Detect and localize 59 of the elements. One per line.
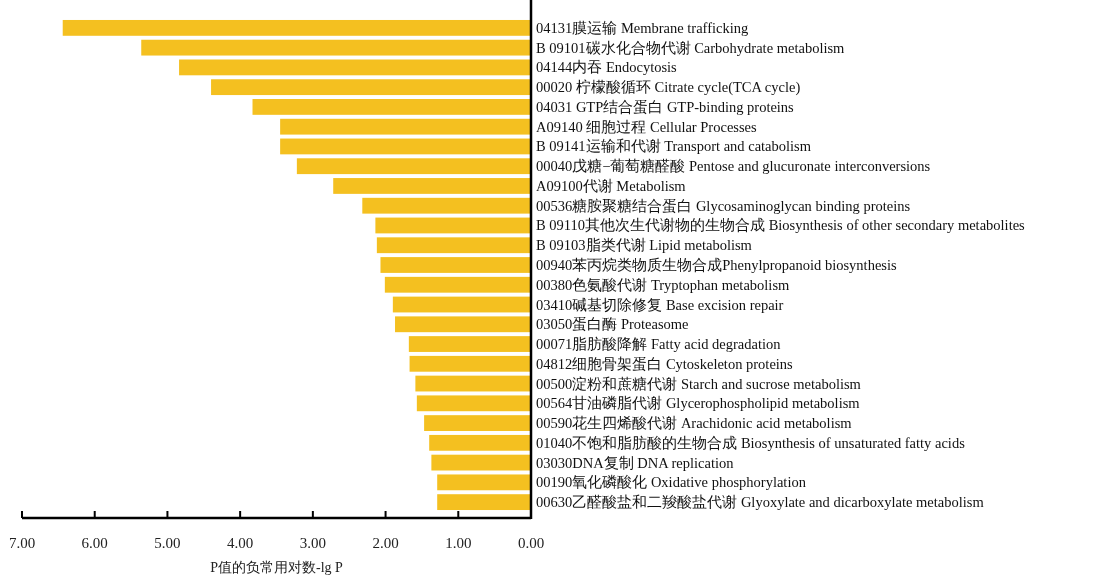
y-tick-label: 00940苯丙烷类物质生物合成Phenylpropanoid biosynthesis	[536, 257, 897, 273]
x-tick-label: 2.00	[372, 535, 399, 551]
bar	[395, 316, 531, 333]
bar	[408, 336, 531, 352]
x-tick-label: 3.00	[299, 535, 326, 551]
y-tick-label: 00071脂肪酸降解 Fatty acid degradation	[536, 336, 782, 353]
y-tick-label: A09140 细胞过程 Cellular Processes	[536, 118, 758, 135]
y-tick-label: 00564甘油磷脂代谢 Glycerophospholipid metabolism	[536, 395, 861, 412]
y-tick-label: 00020 柠檬酸循环 Citrate cycle(TCA cycle)	[536, 79, 801, 97]
x-tick-label: 5.00	[154, 535, 181, 551]
bar	[252, 99, 531, 115]
bar	[384, 276, 531, 293]
bar	[333, 178, 531, 194]
bar	[431, 454, 531, 471]
x-tick-label: 0.00	[517, 535, 545, 551]
bar	[429, 434, 531, 451]
bar	[376, 237, 531, 254]
x-tick-label: 7.00	[8, 535, 36, 551]
bar	[375, 217, 531, 234]
y-tick-label: B 09110其他次生代谢物的生物合成 Biosynthesis of other secondary metabolites	[536, 217, 1026, 234]
y-tick-label: 00040戊糖−葡萄糖醛酸 Pentose and glucuronate interconversions	[536, 158, 931, 175]
bar	[437, 494, 531, 511]
bar	[409, 355, 531, 372]
y-tick-label: B 09141运输和代谢 Transport and catabolism	[536, 138, 812, 155]
bar	[280, 118, 531, 135]
bar	[280, 138, 531, 155]
y-tick-label: 04812细胞骨架蛋白 Cytoskeleton proteins	[536, 355, 794, 372]
y-tick-label: 00630乙醛酸盐和二羧酸盐代谢 Glyoxylate and dicarboxylate metabolism	[536, 494, 985, 511]
y-tick-label: 01040不饱和脂肪酸的生物合成 Biosynthesis of unsaturated fatty acids	[536, 434, 966, 451]
bar	[392, 296, 531, 313]
y-tick-label: 04131膜运输 Membrane trafficking	[536, 19, 749, 36]
y-tick-label: B 09101碳水化合物代谢 Carbohydrate metabolism	[536, 39, 846, 56]
bar	[437, 474, 531, 491]
bar	[141, 39, 531, 56]
bar	[179, 59, 531, 76]
bar	[296, 158, 531, 175]
bar	[424, 415, 531, 431]
bar	[415, 375, 531, 392]
bar	[380, 257, 531, 273]
bar	[416, 395, 531, 412]
x-axis-title: P值的负常用对数-lg P	[210, 560, 344, 575]
x-tick-label: 6.00	[81, 535, 108, 551]
bar	[62, 19, 531, 36]
y-tick-label: B 09103脂类代谢 Lipid metabolism	[536, 237, 753, 254]
x-tick-label: 4.00	[227, 535, 254, 551]
y-tick-label: 00190氧化磷酸化 Oxidative phosphorylation	[536, 474, 807, 491]
y-tick-label: 00536糖胺聚糖结合蛋白 Glycosaminoglycan binding proteins	[536, 197, 911, 214]
y-tick-label: 03050蛋白酶 Proteasome	[536, 316, 689, 333]
bar	[362, 197, 531, 214]
y-tick-label: 03030DNA复制 DNA replication	[536, 454, 735, 471]
y-tick-label: 00380色氨酸代谢 Tryptophan metabolism	[536, 276, 791, 293]
y-tick-label: 03410碱基切除修复 Base excision repair	[536, 296, 784, 313]
y-tick-label: 04031 GTP结合蛋白 GTP-binding proteins	[536, 98, 795, 115]
y-tick-label: 00590花生四烯酸代谢 Arachidonic acid metabolism	[536, 415, 853, 432]
x-tick-label: 1.00	[445, 535, 472, 551]
y-tick-label: 00500淀粉和蔗糖代谢 Starch and sucrose metabolism	[536, 375, 862, 392]
y-tick-label: 04144内吞 Endocytosis	[536, 59, 678, 76]
bar	[211, 79, 531, 96]
y-tick-label: A09100代谢 Metabolism	[536, 177, 687, 194]
